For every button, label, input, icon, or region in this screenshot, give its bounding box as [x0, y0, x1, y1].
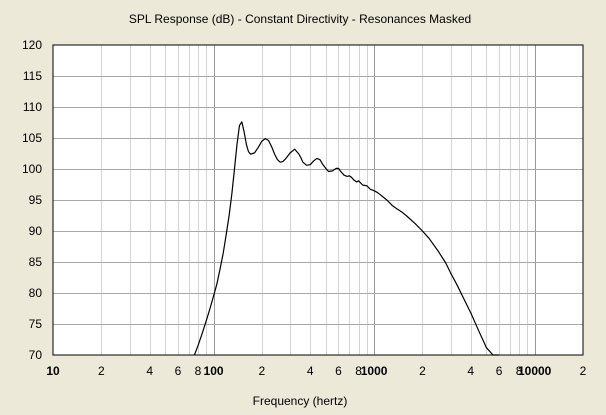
y-tick-label: 75: [29, 317, 43, 331]
y-tick-label: 115: [23, 69, 42, 83]
y-tick-label: 70: [29, 348, 43, 362]
x-tick-label: 6: [496, 364, 503, 378]
x-tick-label: 1000: [361, 364, 388, 378]
x-tick-label: 8: [355, 364, 362, 378]
x-tick-label: 8: [195, 364, 202, 378]
x-tick-label: 10000: [518, 364, 552, 378]
x-tick-label: 2: [259, 364, 266, 378]
y-tick-label: 95: [29, 193, 43, 207]
y-tick-label: 120: [22, 38, 42, 52]
x-tick-label: 2: [580, 364, 587, 378]
plot-border: [52, 44, 584, 356]
x-tick-label: 4: [307, 364, 314, 378]
x-tick-label: 4: [467, 364, 474, 378]
series-layer: [193, 121, 500, 356]
grid: [53, 45, 583, 355]
x-tick-label: 6: [175, 364, 182, 378]
x-tick-label: 10: [46, 364, 60, 378]
x-tick-label: 2: [98, 364, 105, 378]
y-tick-label: 100: [22, 162, 42, 176]
x-tick-label: 4: [146, 364, 153, 378]
x-tick-label: 6: [335, 364, 342, 378]
x-tick-label: 100: [204, 364, 224, 378]
x-axis-label: Frequency (hertz): [253, 394, 348, 408]
y-tick-label: 105: [22, 131, 42, 145]
spl-response-line: [193, 121, 500, 356]
x-tick-label: 8: [516, 364, 523, 378]
chart-title: SPL Response (dB) - Constant Directivity…: [129, 12, 471, 26]
y-tick-label: 90: [29, 224, 43, 238]
y-tick-labels: 120 115 110 105 100 95 90 85 80 75 70: [22, 38, 42, 362]
y-tick-label: 110: [23, 100, 42, 114]
y-tick-label: 80: [29, 286, 43, 300]
x-tick-label: 2: [419, 364, 426, 378]
y-tick-label: 85: [29, 255, 43, 269]
